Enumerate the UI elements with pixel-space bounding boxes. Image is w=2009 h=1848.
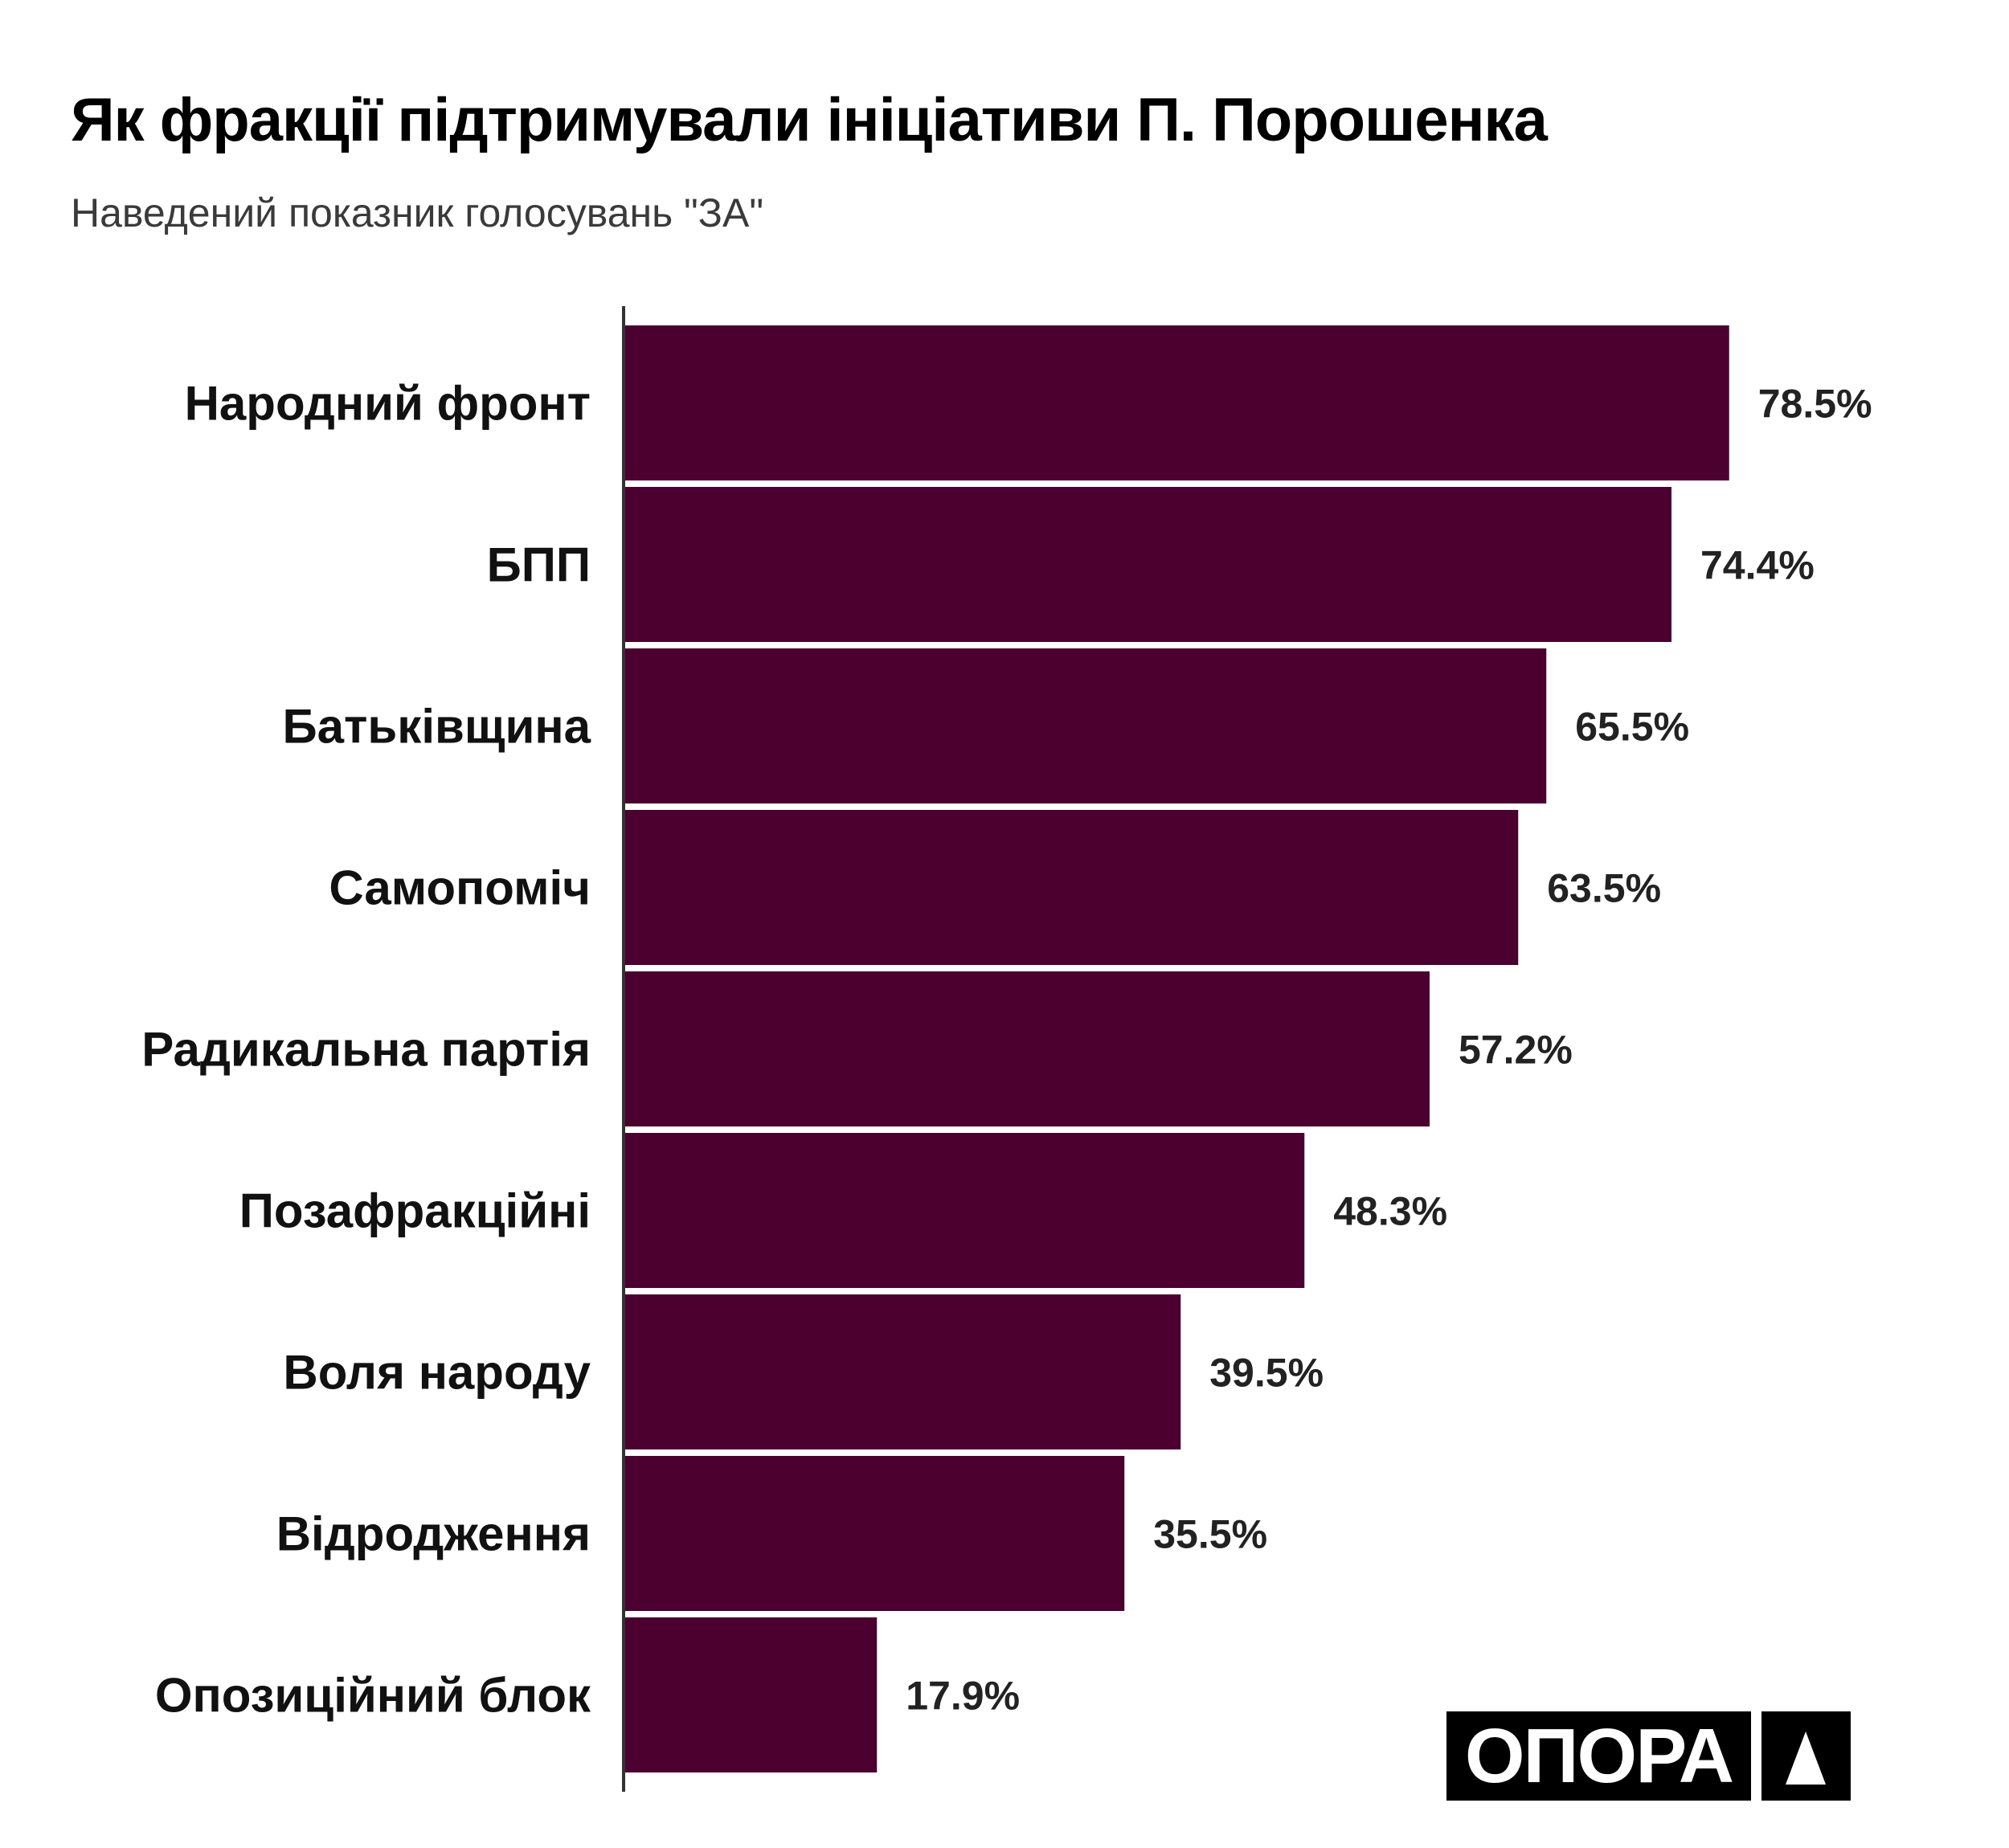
- value-label: 39.5%: [1209, 1351, 1324, 1396]
- category-label: Позафракційні: [239, 1184, 591, 1238]
- category-label: Відродження: [276, 1507, 591, 1561]
- bar: [625, 325, 1729, 480]
- bar: [625, 487, 1671, 642]
- bar: [625, 1617, 878, 1772]
- bar: [625, 971, 1430, 1126]
- value-label: 17.9%: [906, 1674, 1020, 1719]
- chart-title: Як фракції підтримували ініціативи П. По…: [71, 86, 1548, 154]
- logo-text: ОПОРА: [1446, 1711, 1751, 1801]
- category-label: Народний фронт: [185, 377, 591, 431]
- category-label: Воля народу: [283, 1346, 591, 1400]
- value-label: 65.5%: [1575, 705, 1689, 750]
- category-label: Опозиційний блок: [155, 1669, 591, 1723]
- chart-subtitle: Наведений показник голосувань "ЗА": [71, 190, 764, 235]
- bar: [625, 1294, 1181, 1449]
- bar: [625, 1133, 1305, 1288]
- value-label: 63.5%: [1547, 866, 1661, 911]
- bar: [625, 648, 1547, 803]
- bar: [625, 1456, 1125, 1611]
- value-label: 78.5%: [1758, 382, 1872, 427]
- category-label: БПП: [487, 538, 591, 592]
- category-label: Батьківщина: [283, 700, 591, 754]
- opora-logo: ОПОРА: [1446, 1711, 1851, 1801]
- category-label: Радикальна партія: [141, 1023, 591, 1077]
- value-label: 74.4%: [1700, 543, 1815, 588]
- category-label: Самопоміч: [329, 861, 591, 915]
- bar: [625, 810, 1519, 965]
- value-label: 57.2%: [1459, 1028, 1573, 1073]
- value-label: 35.5%: [1153, 1512, 1267, 1557]
- value-label: 48.3%: [1333, 1189, 1447, 1234]
- triangle-icon: [1761, 1711, 1851, 1801]
